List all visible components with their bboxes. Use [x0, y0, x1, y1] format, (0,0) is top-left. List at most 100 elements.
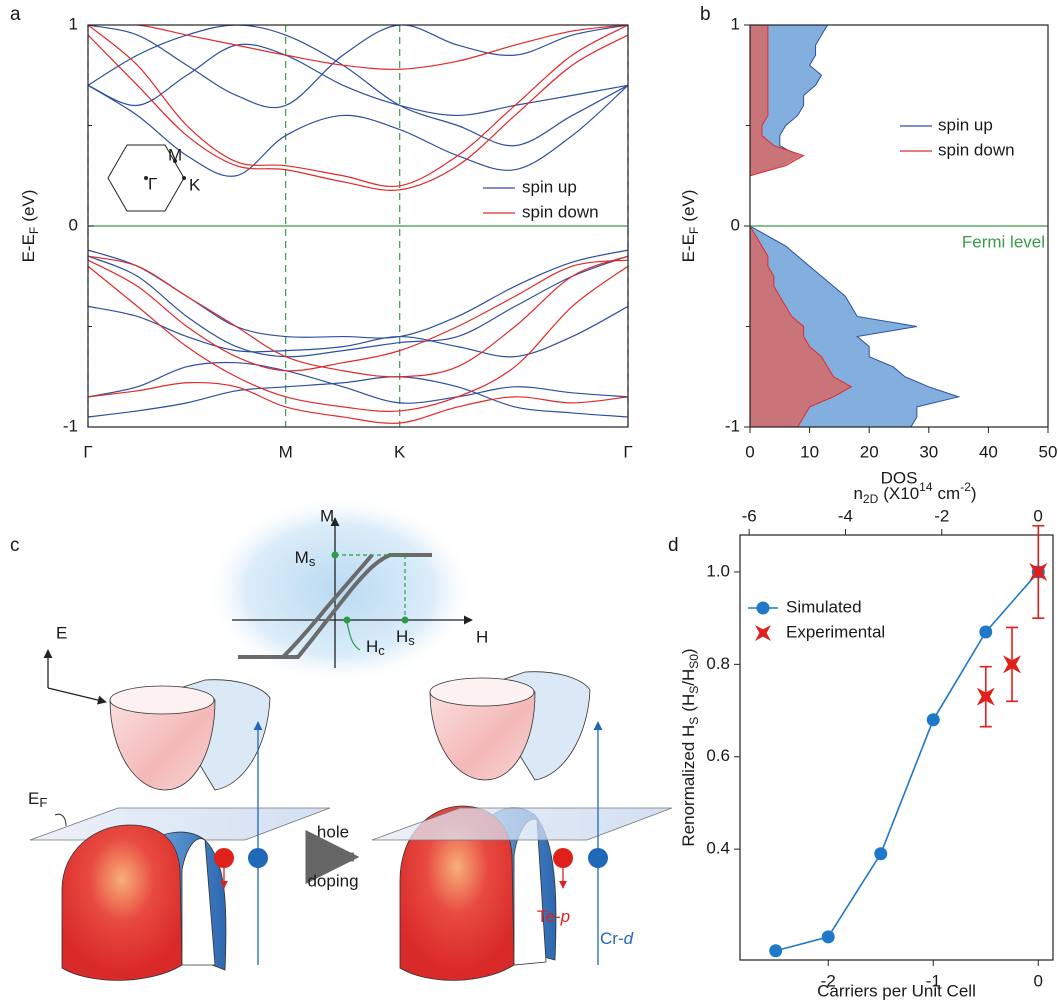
panel-label: d: [668, 535, 679, 556]
hc-sub: c: [378, 643, 385, 658]
band: [88, 255, 628, 378]
spin-down-dot: [553, 848, 573, 868]
fermi-plane: [371, 807, 673, 841]
inset-label: Γ: [148, 174, 157, 193]
hc-dot: [343, 616, 351, 624]
x2-axis-label-part: cm: [938, 484, 961, 503]
x2-axis-label-part: (X10: [883, 484, 919, 503]
inset-label: K: [189, 175, 201, 194]
x2-axis-label-part: n: [853, 484, 862, 503]
band: [88, 25, 628, 70]
hc-pointer: [346, 621, 361, 651]
y-tick-label: 0.8: [706, 654, 730, 673]
y-tick-label: 1: [731, 14, 740, 33]
hc-main: H: [366, 637, 378, 656]
hc-label: Hc: [366, 637, 385, 658]
y-axis-label-part: (eV): [679, 190, 698, 222]
x2-tick-label: 0: [1033, 506, 1042, 525]
plot-frame: [739, 534, 1054, 961]
band: [88, 43, 628, 117]
m-axis-label: M: [320, 506, 334, 525]
spin-down-dot: [214, 848, 234, 868]
x-tick-label: 30: [919, 442, 938, 461]
ef-main: E: [28, 789, 39, 808]
y-tick-label: -1: [725, 416, 740, 435]
y-tick-label: 1: [69, 14, 78, 33]
cr-main: Cr-: [600, 929, 624, 948]
ms-label: Ms: [295, 548, 316, 569]
band: [88, 305, 628, 358]
k-point: [182, 176, 186, 180]
series-line: [775, 571, 1039, 952]
band-lines: [88, 25, 628, 424]
y-tick-label: 1.0: [706, 561, 730, 580]
y-axis-label-part: E-E: [19, 234, 38, 262]
x-tick-label: -2: [821, 971, 836, 990]
point: [926, 713, 940, 727]
hysteresis-loop: [238, 553, 432, 659]
ms-main: M: [295, 548, 309, 567]
x-tick-label: 40: [979, 442, 998, 461]
x2-axis-label-part: 14: [919, 480, 933, 494]
point: [979, 625, 993, 639]
point: [769, 944, 783, 958]
ef-sub: F: [39, 795, 47, 810]
y-axis-label-part: Renormalized H: [679, 725, 698, 847]
inset-label: M: [168, 145, 182, 164]
legend-label: spin up: [938, 115, 993, 134]
x2-axis-label-part: -2: [960, 480, 971, 494]
panel-label: b: [700, 4, 711, 25]
y-axis-label-part: /H: [679, 669, 698, 686]
legend-swatch: [755, 625, 771, 641]
band: [88, 25, 628, 109]
y-axis-label-part: S: [687, 717, 701, 725]
y-tick-label: 0.4: [706, 839, 730, 858]
ef-pointer: [54, 813, 67, 827]
x-tick-label: -1: [926, 971, 941, 990]
saturation-guide: [335, 554, 406, 620]
band: [88, 255, 628, 358]
x-tick-label: Γ: [623, 442, 632, 461]
valence-red: [61, 824, 183, 981]
ms-sub: s: [309, 554, 316, 569]
point: [821, 930, 835, 944]
x-tick-label: 20: [860, 442, 879, 461]
band: [88, 376, 628, 418]
x-tick-label: 50: [1039, 442, 1058, 461]
panel-label: c: [10, 535, 20, 556]
legend-swatch: [756, 601, 770, 615]
cr-orbital: d: [624, 929, 634, 948]
annotation: Fermi level: [962, 232, 1045, 251]
band: [88, 361, 628, 404]
k-arrow: [47, 687, 107, 705]
cr-label: Cr-d: [600, 929, 634, 948]
e-label: E: [56, 623, 67, 642]
legend-label: Experimental: [786, 622, 885, 641]
point: [874, 847, 888, 861]
diagram-panel: M Ms H Hc Hs E k EF hole doping Te-p Cr-…: [10, 144, 673, 981]
band: [88, 34, 628, 191]
x2-tick-label: -6: [742, 506, 757, 525]
legend-label: spin up: [522, 177, 577, 196]
arrow-text-bottom: doping: [307, 871, 358, 890]
x2-axis-label: n2D (X1014 cm-2): [853, 480, 976, 506]
y-axis-label-part: F: [27, 227, 41, 234]
arrow-text-top: hole: [317, 822, 349, 841]
band: [88, 381, 628, 424]
x-axis-label: DOS: [881, 468, 918, 487]
band: [88, 259, 628, 372]
ef-label: EF: [28, 789, 47, 810]
te-orbital: p: [560, 907, 570, 926]
y-tick-label: 0.6: [706, 746, 730, 765]
point: [1029, 562, 1048, 581]
band: [88, 265, 628, 412]
hs-dot: [401, 616, 409, 624]
legend-label: spin down: [522, 202, 599, 221]
x-tick-label: 10: [800, 442, 819, 461]
te-main: Te-: [537, 907, 561, 926]
x-tick-label: M: [279, 442, 293, 461]
x2-tick-label: -2: [934, 506, 949, 525]
band: [88, 25, 628, 188]
brillouin-zone: [107, 144, 185, 212]
